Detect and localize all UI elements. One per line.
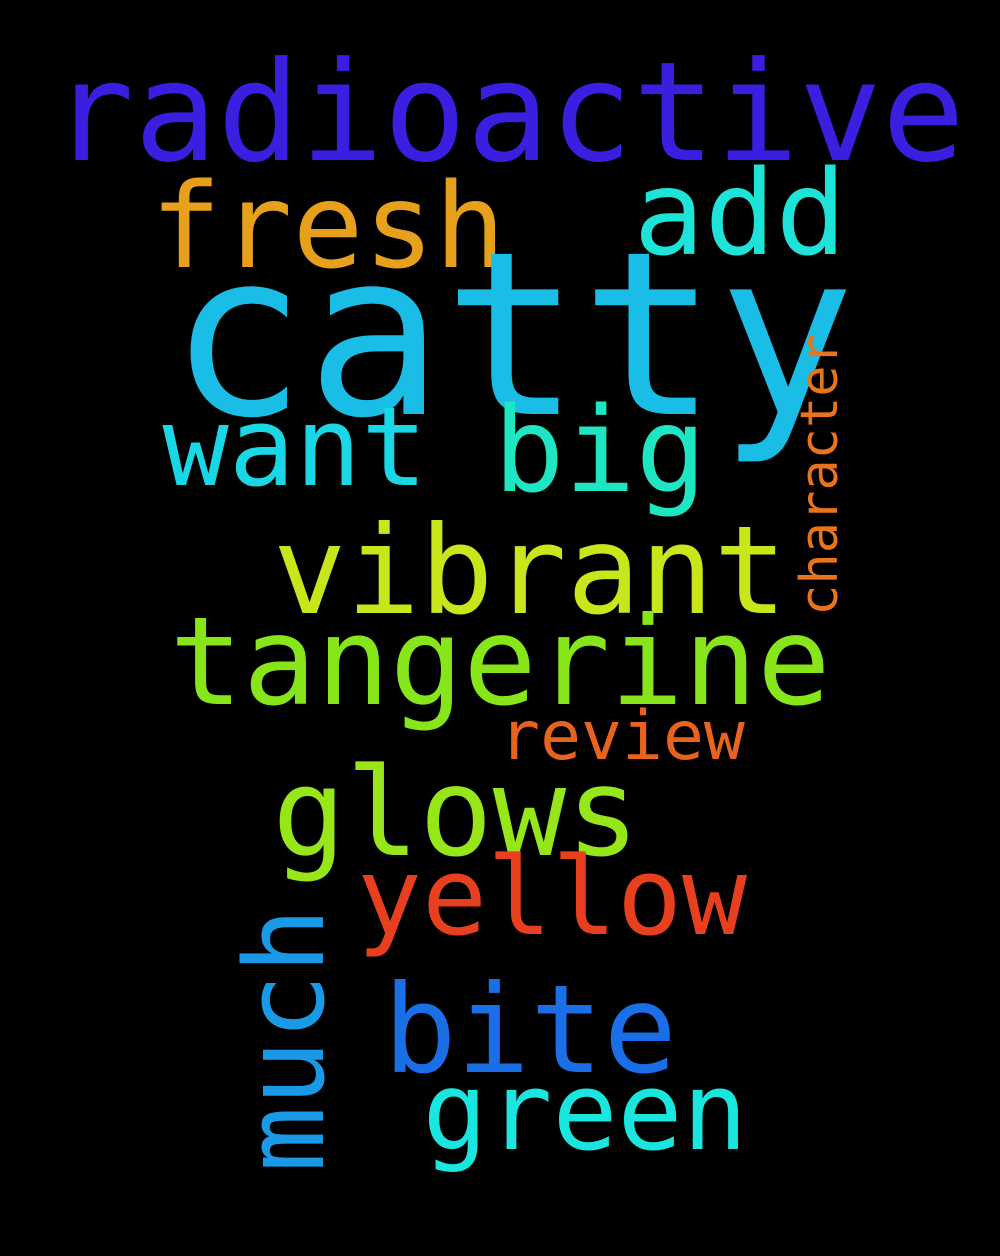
word-bite: bite <box>383 959 677 1101</box>
word-big: big <box>493 381 707 519</box>
word-catty: catty <box>168 202 856 468</box>
word-want: want <box>162 383 428 511</box>
word-glows: glows <box>272 742 640 884</box>
word-add: add <box>633 144 847 282</box>
word-radioactive: radioactive <box>51 32 965 193</box>
word-fresh: fresh <box>150 157 506 295</box>
word-vibrant: vibrant <box>272 500 788 642</box>
word-review: review <box>499 697 745 776</box>
word-character: character <box>790 334 850 616</box>
word-much: much <box>221 907 349 1173</box>
word-green: green <box>422 1050 748 1175</box>
word-tangerine: tangerine <box>169 591 831 733</box>
word-yellow: yellow <box>356 835 748 960</box>
